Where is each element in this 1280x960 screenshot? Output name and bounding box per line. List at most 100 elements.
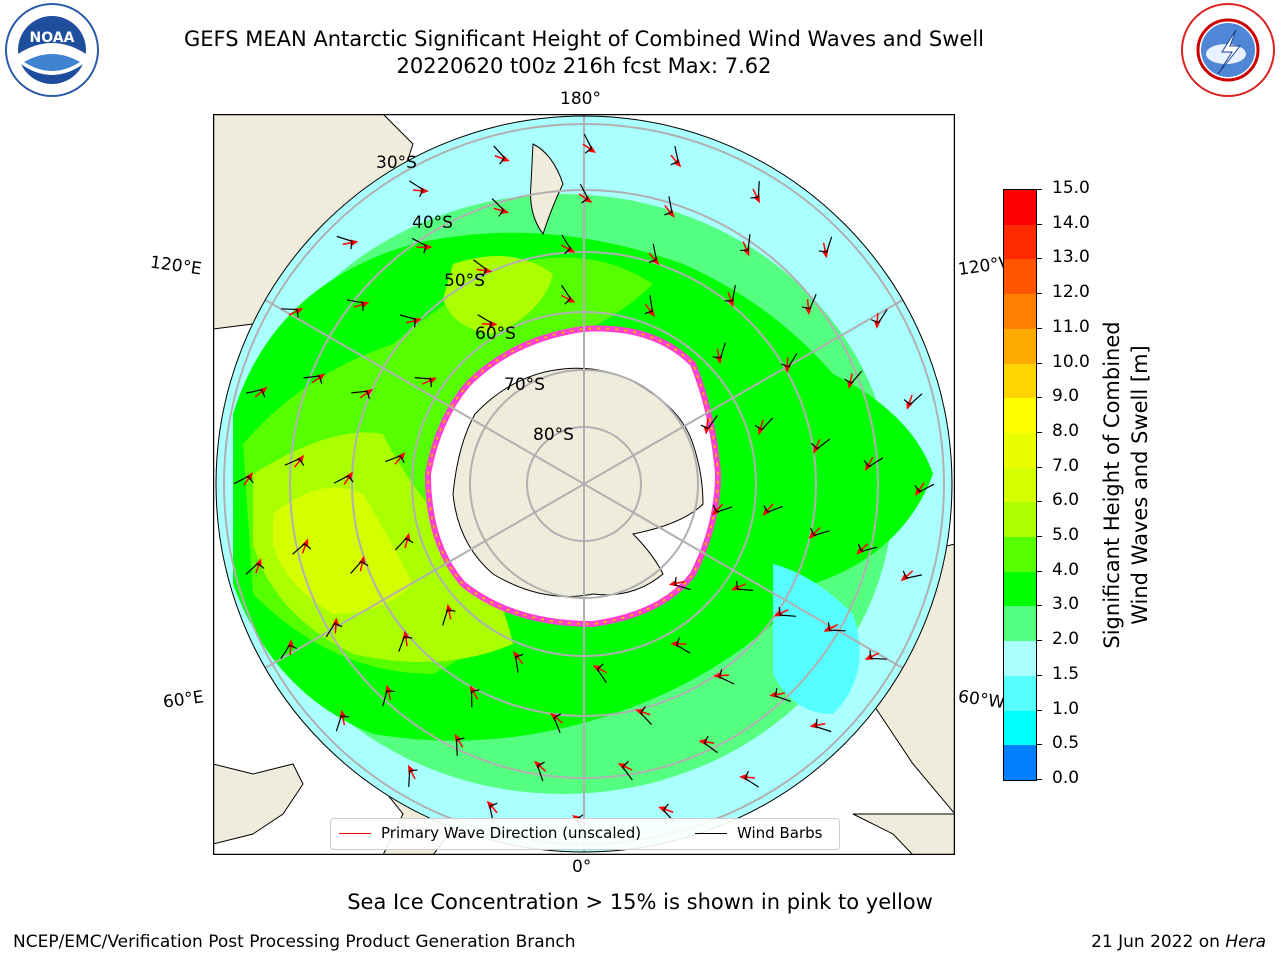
wind-barb <box>740 234 751 252</box>
chart-subtitle: 20220620 t00z 216h fcst Max: 7.62 <box>396 54 772 78</box>
wave-arrow-head <box>587 145 597 153</box>
colorbar-label-line1: Significant Height of Combined <box>1100 321 1124 649</box>
colorbar-tick-label: 8.0 <box>1052 420 1080 441</box>
footer-host: Hera <box>1225 932 1266 952</box>
colorbar-segment <box>1004 502 1036 538</box>
wind-barb <box>489 802 498 823</box>
wind-barb <box>245 562 265 575</box>
wave-arrow-head <box>397 451 406 461</box>
lat-label-80s: 80°S <box>533 425 574 445</box>
wind-barb <box>411 237 427 254</box>
chart-title: GEFS MEAN Antarctic Significant Height o… <box>183 27 985 51</box>
colorbar-label: Significant Height of Combined Wind Wave… <box>1098 275 1158 695</box>
wind-barb <box>583 133 593 154</box>
wave-arrow-head <box>296 454 305 464</box>
colorbar-segment <box>1004 224 1036 260</box>
wave-arrow-head <box>258 386 268 395</box>
colorbar-segment <box>1004 363 1036 399</box>
colorbar-segment <box>1004 398 1036 433</box>
wave-arrow-head <box>533 760 543 769</box>
noaa-logo: NOAA <box>5 3 99 97</box>
wind-barb <box>473 259 488 277</box>
colorbar-tick-label: 11.0 <box>1052 316 1090 337</box>
wind-barb <box>774 688 791 702</box>
wind-barb <box>561 234 572 255</box>
legend-item-barbs: Wind Barbs <box>695 824 822 842</box>
colorbar-tick-label: 12.0 <box>1052 282 1090 303</box>
legend-item-wave: Primary Wave Direction (unscaled) <box>339 824 641 842</box>
colorbar-tick-mark <box>1036 466 1042 468</box>
wind-barb <box>596 663 607 683</box>
wind-barb <box>347 299 364 311</box>
wind-barb <box>350 560 369 574</box>
lat-label-70s: 70°S <box>504 375 545 395</box>
wind-barb <box>280 644 298 660</box>
wind-barb <box>399 314 417 328</box>
wind-barb <box>724 285 736 302</box>
wind-barb <box>382 690 395 707</box>
wind-barb <box>870 308 888 324</box>
wind-barb <box>914 483 935 493</box>
colorbar-segment <box>1004 571 1036 607</box>
wind-barb <box>398 636 413 652</box>
colorbar-tick-label: 3.0 <box>1052 594 1080 615</box>
wind-barb <box>515 653 524 673</box>
wind-barb <box>754 417 774 431</box>
colorbar-tick-mark <box>1036 327 1042 329</box>
colorbar-tick-mark <box>1036 258 1042 260</box>
wind-barb <box>750 181 760 199</box>
wind-barb <box>902 570 923 579</box>
wind-barb <box>810 438 831 450</box>
colorbar-segment <box>1004 294 1036 329</box>
wind-barb <box>493 145 506 165</box>
wind-barb <box>801 293 817 310</box>
lon-label-120e: 120°E <box>148 252 203 280</box>
wind-barb <box>281 308 299 318</box>
colorbar-tick-label: 7.0 <box>1052 455 1080 476</box>
wave-arrow-head <box>900 573 910 582</box>
colorbar-segment <box>1004 675 1036 711</box>
colorbar-segment <box>1004 432 1036 468</box>
colorbar-segment <box>1004 641 1036 676</box>
wind-barb <box>763 504 783 513</box>
map-legend: Primary Wave Direction (unscaled) Wind B… <box>330 818 840 850</box>
wind-barb <box>536 761 545 782</box>
legend-wave-line <box>339 833 371 834</box>
wave-arrow-head <box>808 530 818 539</box>
colorbar <box>1003 189 1037 781</box>
wind-barb <box>712 504 733 513</box>
colorbar-segment <box>1004 710 1036 746</box>
wave-band-7-8m <box>273 487 413 614</box>
colorbar-tick-label: 9.0 <box>1052 386 1080 407</box>
wind-barb <box>414 377 432 387</box>
wind-barb <box>561 285 572 305</box>
colorbar-label-line2: Wind Waves and Swell [m] <box>1128 345 1152 625</box>
colorbar-tick-label: 1.5 <box>1052 663 1080 684</box>
colorbar-tick-mark <box>1036 362 1042 364</box>
wind-barb <box>284 458 305 466</box>
wave-band-2-3m-sa <box>773 564 860 714</box>
wave-arrow-head <box>550 712 559 721</box>
wind-barb <box>844 370 863 384</box>
wind-barb <box>325 622 343 638</box>
colorbar-tick-mark <box>1036 431 1042 433</box>
wave-band-6-7m-pacific <box>443 256 553 334</box>
wind-barb <box>408 180 424 198</box>
colorbar-tick-mark <box>1036 640 1042 642</box>
colorbar-segment <box>1004 190 1036 225</box>
land-south-america-lower <box>852 813 955 855</box>
wave-arrow-head <box>583 195 593 203</box>
wind-barb <box>336 235 353 250</box>
wind-barb <box>579 183 589 204</box>
wind-barb <box>818 236 833 253</box>
meridians <box>216 116 952 852</box>
colorbar-tick-mark <box>1036 570 1042 572</box>
wind-barb <box>491 198 505 217</box>
lat-label-50s: 50°S <box>444 271 485 291</box>
colorbar-tick-mark <box>1036 709 1042 711</box>
colorbar-segment <box>1004 745 1036 780</box>
wind-barb <box>648 243 658 264</box>
wave-arrow-head <box>762 507 771 517</box>
land-new-zealand <box>530 143 564 236</box>
wind-barb <box>736 581 754 591</box>
